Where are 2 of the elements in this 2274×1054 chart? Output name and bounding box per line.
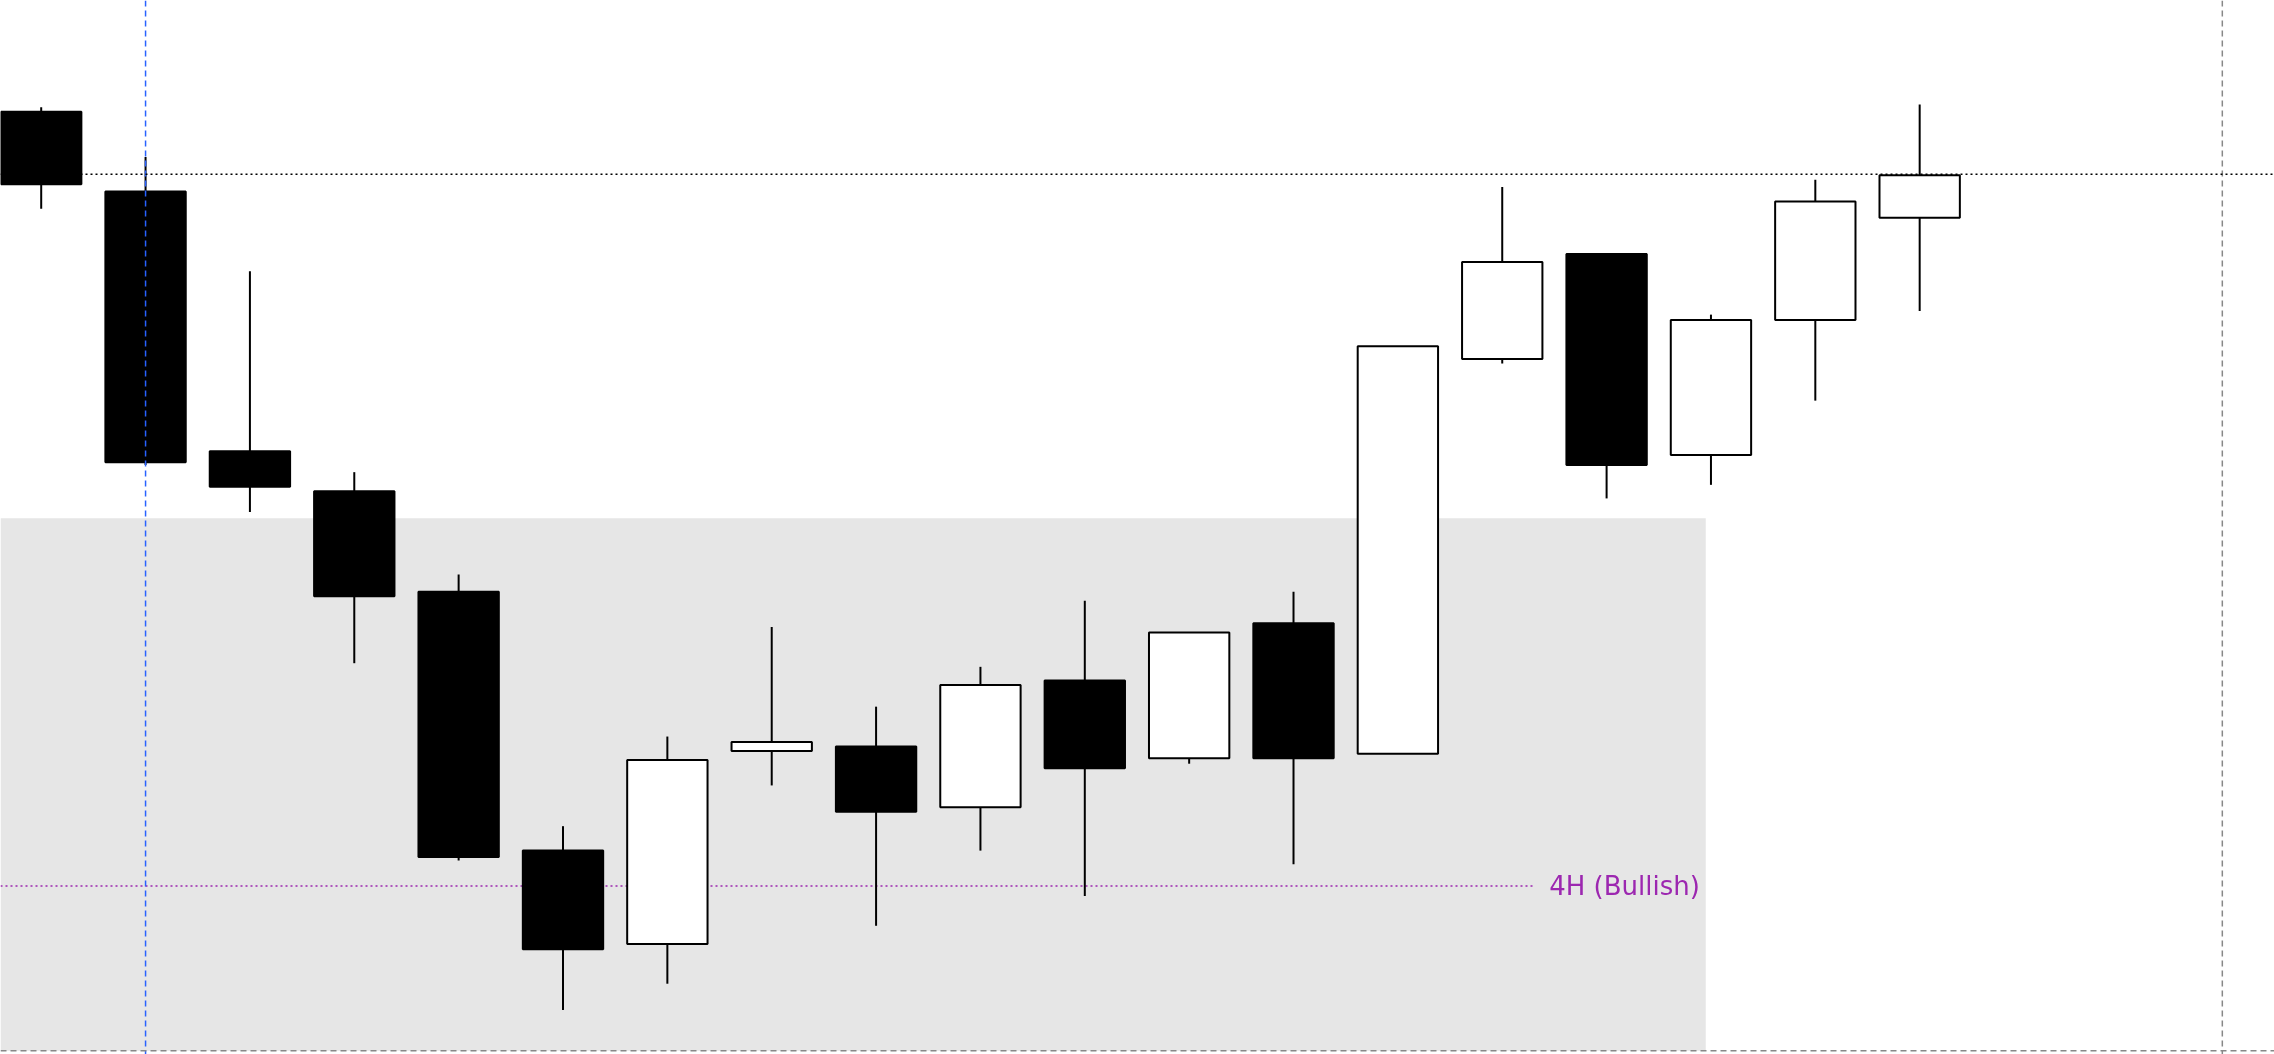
candlestick	[730, 625, 813, 787]
ref-line-label: 4H (Bullish)	[1549, 870, 1700, 901]
